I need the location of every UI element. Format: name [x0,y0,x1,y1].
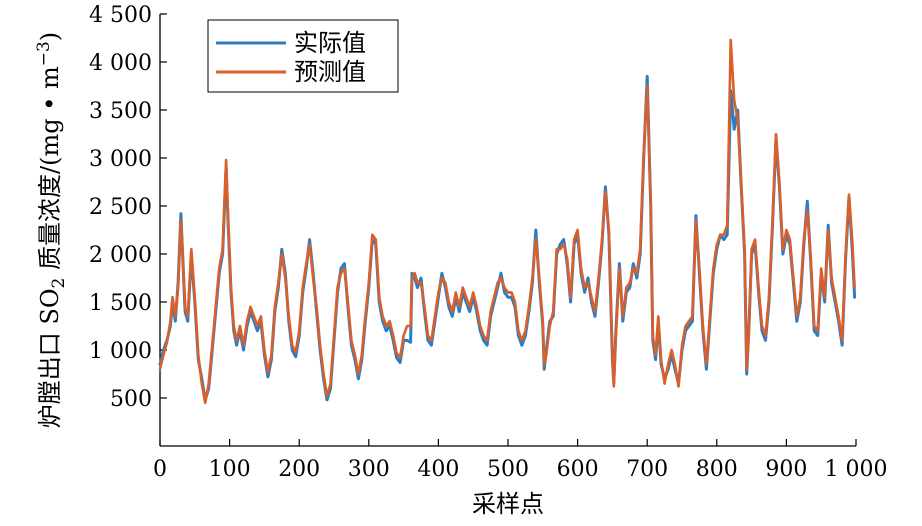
legend-label-actual: 实际值 [294,29,366,57]
x-tick-label: 700 [626,457,668,482]
legend-box [207,19,399,93]
x-ticks: 0 100 200 300 400 500 600 700 800 900 1 000 [153,439,887,482]
y-axis-title: 炉膛出口 SO2 质量浓度/(mg • m−3) [34,32,69,428]
x-tick-label: 900 [765,457,807,482]
y-axis-title-middle: 质量浓度/(mg • m [36,66,64,278]
x-tick-label: 200 [278,457,320,482]
y-axis-title-prefix: 炉膛出口 SO [36,288,64,428]
y-axis-title-subscript: 2 [49,278,69,289]
y-tick-label: 4 000 [89,51,152,76]
series-layer [158,38,857,405]
x-tick-label: 0 [153,457,167,482]
y-axis-title-suffix: ) [36,32,64,41]
series-line-predicted [158,38,856,405]
x-tick-label: 600 [557,457,599,482]
y-tick-label: 3 500 [89,99,152,124]
x-axis-title: 采样点 [472,490,544,518]
y-tick-label: 2 500 [89,195,152,220]
y-tick-label: 1 000 [89,339,152,364]
legend-label-predicted: 预测值 [294,58,366,86]
x-tick-label: 300 [348,457,390,482]
y-tick-label: 3 000 [89,147,152,172]
legend: 实际值 预测值 [207,19,399,93]
y-tick-label: 4 500 [89,3,152,28]
x-tick-label: 800 [696,457,738,482]
y-tick-label: 500 [110,387,152,412]
x-tick-label: 500 [487,457,529,482]
x-tick-label: 400 [417,457,459,482]
x-tick-label: 100 [209,457,251,482]
y-axis-title-superscript: −3 [34,41,54,66]
y-ticks: 500 1 000 1 500 2 000 2 500 3 000 3 500 4 000 4 … [89,3,167,412]
y-tick-label: 1 500 [89,291,152,316]
y-tick-label: 2 000 [89,243,152,268]
x-tick-label: 1 000 [825,457,888,482]
